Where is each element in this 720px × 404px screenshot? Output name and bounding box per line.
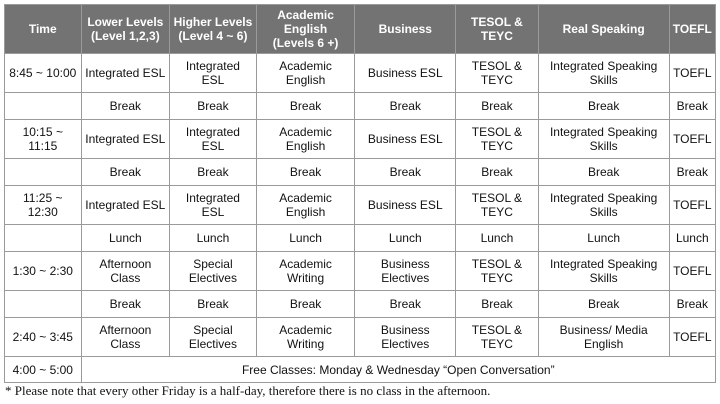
col-header-academic-english: Academic English (Levels 6 +) — [255, 4, 356, 54]
table-cell: Lunch — [455, 224, 539, 252]
table-cell: TOEFL — [668, 119, 717, 159]
table-cell: Business/ Media English — [537, 317, 670, 357]
table-row: Break Break Break Break Break Break Brea… — [4, 92, 717, 120]
time-cell — [4, 158, 82, 186]
table-row: 11:25 ~ 12:30 Integrated ESL Integrated … — [4, 185, 717, 225]
table-cell: TESOL & TEYC — [455, 119, 539, 159]
table-cell: Break — [80, 290, 171, 318]
table-cell: Business ESL — [354, 119, 457, 159]
table-cell: TESOL & TEYC — [455, 317, 539, 357]
table-cell: TOEFL — [668, 317, 717, 357]
table-cell: Business Electives — [354, 317, 457, 357]
schedule-table: Time Lower Levels (Level 1,2,3) Higher L… — [4, 4, 717, 383]
col-header-lower-levels: Lower Levels (Level 1,2,3) — [80, 4, 171, 54]
col-header-toefl: TOEFL — [668, 4, 717, 54]
table-cell: Business ESL — [354, 53, 457, 93]
table-cell: Break — [537, 158, 670, 186]
table-cell: Lunch — [169, 224, 257, 252]
table-cell: Integrated ESL — [80, 185, 171, 225]
table-cell: Special Electives — [169, 251, 257, 291]
table-cell: Academic English — [255, 185, 356, 225]
table-cell: Break — [537, 92, 670, 120]
table-cell: Lunch — [537, 224, 670, 252]
table-cell: Integrated ESL — [169, 185, 257, 225]
col-header-real-speaking: Real Speaking — [537, 4, 670, 54]
table-cell: Lunch — [668, 224, 717, 252]
table-cell: Academic Writing — [255, 251, 356, 291]
time-cell — [4, 92, 82, 120]
table-cell: Break — [80, 158, 171, 186]
table-cell: Break — [169, 290, 257, 318]
table-cell: Break — [169, 158, 257, 186]
time-cell: 8:45 ~ 10:00 — [4, 53, 82, 93]
free-classes-row: 4:00 ~ 5:00 Free Classes: Monday & Wedne… — [4, 356, 717, 383]
table-cell: Break — [455, 290, 539, 318]
time-cell — [4, 290, 82, 318]
table-cell: Break — [354, 290, 457, 318]
time-cell — [4, 224, 82, 252]
table-cell: Break — [455, 158, 539, 186]
col-header-higher-levels: Higher Levels (Level 4 ~ 6) — [169, 4, 257, 54]
table-cell: Special Electives — [169, 317, 257, 357]
table-cell: Business ESL — [354, 185, 457, 225]
table-cell: Integrated Speaking Skills — [537, 53, 670, 93]
table-row: Break Break Break Break Break Break Brea… — [4, 158, 717, 186]
table-cell: TOEFL — [668, 185, 717, 225]
table-cell: TOEFL — [668, 53, 717, 93]
table-cell: Business Electives — [354, 251, 457, 291]
table-cell: Break — [255, 92, 356, 120]
table-cell: Lunch — [255, 224, 356, 252]
table-cell: Academic Writing — [255, 317, 356, 357]
table-cell: Break — [255, 158, 356, 186]
table-cell: TESOL & TEYC — [455, 53, 539, 93]
footnote: * Please note that every other Friday is… — [5, 383, 491, 398]
table-cell: Integrated ESL — [80, 119, 171, 159]
table-cell: Afternoon Class — [80, 317, 171, 357]
table-cell: TOEFL — [668, 251, 717, 291]
table-cell: Lunch — [354, 224, 457, 252]
table-cell: Break — [455, 92, 539, 120]
table-cell: Break — [255, 290, 356, 318]
table-row: 2:40 ~ 3:45 Afternoon Class Special Elec… — [4, 317, 717, 357]
header-row: Time Lower Levels (Level 1,2,3) Higher L… — [4, 4, 717, 54]
table-cell: TESOL & TEYC — [455, 185, 539, 225]
table-cell: Integrated ESL — [169, 53, 257, 93]
table-cell: Break — [80, 92, 171, 120]
table-row: Lunch Lunch Lunch Lunch Lunch Lunch Lunc… — [4, 224, 717, 252]
table-cell: Lunch — [80, 224, 171, 252]
col-header-business: Business — [354, 4, 457, 54]
table-cell: Integrated Speaking Skills — [537, 185, 670, 225]
table-cell: Break — [668, 158, 717, 186]
table-row: Break Break Break Break Break Break Brea… — [4, 290, 717, 318]
time-cell: 2:40 ~ 3:45 — [4, 317, 82, 357]
table-cell: Break — [668, 92, 717, 120]
table-cell: Integrated Speaking Skills — [537, 119, 670, 159]
table-row: 10:15 ~ 11:15 Integrated ESL Integrated … — [4, 119, 717, 159]
time-cell: 1:30 ~ 2:30 — [4, 251, 82, 291]
table-cell: Academic English — [255, 119, 356, 159]
table-cell: Break — [169, 92, 257, 120]
table-cell: Break — [668, 290, 717, 318]
col-header-time: Time — [4, 4, 82, 54]
table-cell: Break — [354, 158, 457, 186]
table-cell: TESOL & TEYC — [455, 251, 539, 291]
table-cell: Break — [354, 92, 457, 120]
time-cell: 11:25 ~ 12:30 — [4, 185, 82, 225]
col-header-tesol: TESOL & TEYC — [455, 4, 539, 54]
table-cell: Integrated ESL — [80, 53, 171, 93]
time-cell: 10:15 ~ 11:15 — [4, 119, 82, 159]
table-cell: Integrated Speaking Skills — [537, 251, 670, 291]
free-classes-cell: Free Classes: Monday & Wednesday “Open C… — [80, 356, 717, 383]
table-row: 8:45 ~ 10:00 Integrated ESL Integrated E… — [4, 53, 717, 93]
table-cell: Afternoon Class — [80, 251, 171, 291]
table-cell: Break — [537, 290, 670, 318]
table-cell: Integrated ESL — [169, 119, 257, 159]
table-row: 1:30 ~ 2:30 Afternoon Class Special Elec… — [4, 251, 717, 291]
time-cell: 4:00 ~ 5:00 — [4, 356, 82, 383]
table-cell: Academic English — [255, 53, 356, 93]
